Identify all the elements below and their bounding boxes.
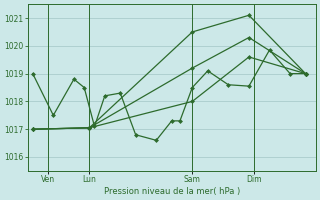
X-axis label: Pression niveau de la mer( hPa ): Pression niveau de la mer( hPa ) <box>104 187 240 196</box>
